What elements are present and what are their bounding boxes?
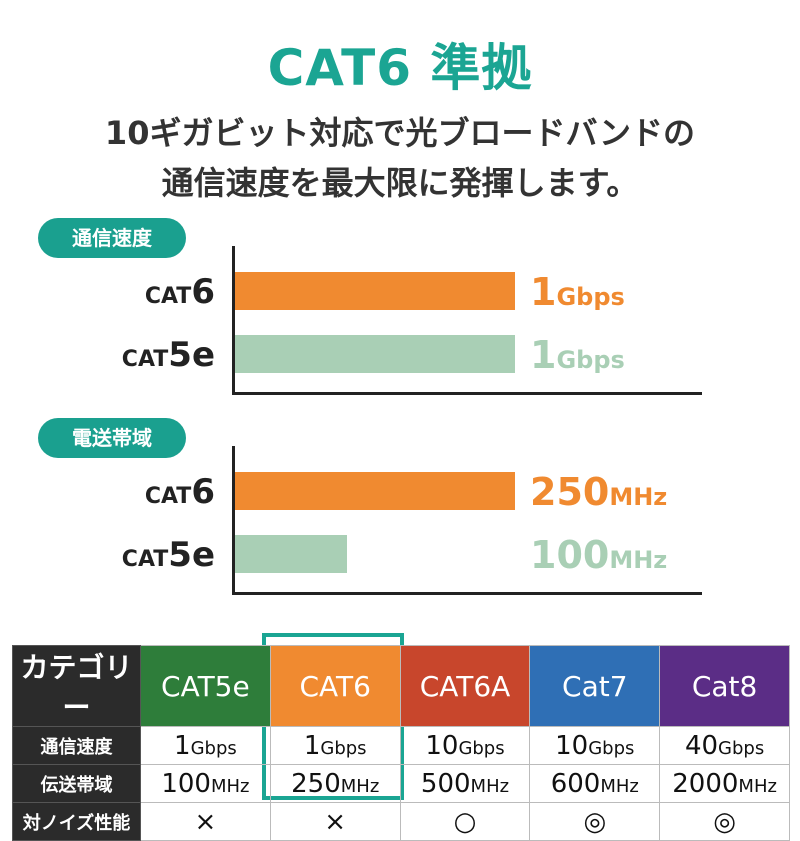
row-label: 通信速度 (12, 726, 141, 765)
value-label: 1Gbps (530, 333, 625, 377)
table-cell: 250MHz (269, 764, 401, 803)
table-cell: 1Gbps (140, 726, 271, 765)
table-cell: 10Gbps (529, 726, 661, 765)
chart-x-axis (232, 392, 702, 395)
table-cell: 500MHz (399, 764, 531, 803)
table-row: 通信速度 1Gbps 1Gbps 10Gbps 10Gbps 40Gbps (12, 726, 790, 765)
table-cell: 1Gbps (269, 726, 401, 765)
chart-x-axis (232, 592, 702, 595)
table-header-cell: Cat8 (659, 645, 790, 727)
value-label: 1Gbps (530, 270, 625, 314)
table-header-cell: カテゴリー (12, 645, 141, 727)
table-header-cell: CAT6 (269, 645, 401, 727)
table-cell: 40Gbps (659, 726, 790, 765)
table-cell: 2000MHz (659, 764, 790, 803)
table-row: 対ノイズ性能 × × ○ ◎ ◎ (12, 802, 790, 841)
bar-cat6 (235, 272, 515, 310)
bar-cat5e (235, 535, 347, 573)
row-label: 対ノイズ性能 (12, 802, 141, 841)
chart-title-pill: 電送帯域 (38, 418, 186, 458)
category-label: CAT5e (121, 535, 215, 575)
page-title: CAT6 準拠 (267, 39, 533, 97)
table-cell: 100MHz (140, 764, 271, 803)
table-row: 伝送帯域 100MHz 250MHz 500MHz 600MHz 2000MHz (12, 764, 790, 803)
table-header-cell: CAT6A (399, 645, 531, 727)
category-label: CAT6 (144, 472, 215, 512)
table-cell: 10Gbps (399, 726, 531, 765)
subtitle-line-2: 通信速度を最大限に発揮します。 (161, 164, 639, 202)
table-cell: ◎ (529, 802, 661, 841)
row-label: 伝送帯域 (12, 764, 141, 803)
table-cell: ○ (399, 802, 531, 841)
value-label: 100MHz (530, 533, 668, 577)
category-label: CAT6 (144, 272, 215, 312)
chart-title-pill: 通信速度 (38, 218, 186, 258)
subtitle-line-1: 10ギガビット対応で光ブロードバンドの (104, 114, 696, 152)
value-label: 250MHz (530, 470, 668, 514)
table-cell: ◎ (659, 802, 790, 841)
chart-y-axis (232, 446, 235, 594)
table-cell: 600MHz (529, 764, 661, 803)
table-cell: × (140, 802, 271, 841)
category-label: CAT5e (121, 335, 215, 375)
table-header-cell: Cat7 (529, 645, 661, 727)
table-cell: × (269, 802, 401, 841)
comparison-table: カテゴリー CAT5e CAT6 CAT6A Cat7 Cat8 通信速度 1Gbps 1Gbp… (12, 645, 790, 841)
chart-y-axis (232, 246, 235, 394)
bar-cat5e (235, 335, 515, 373)
bar-cat6 (235, 472, 515, 510)
table-header-cell: CAT5e (140, 645, 271, 727)
